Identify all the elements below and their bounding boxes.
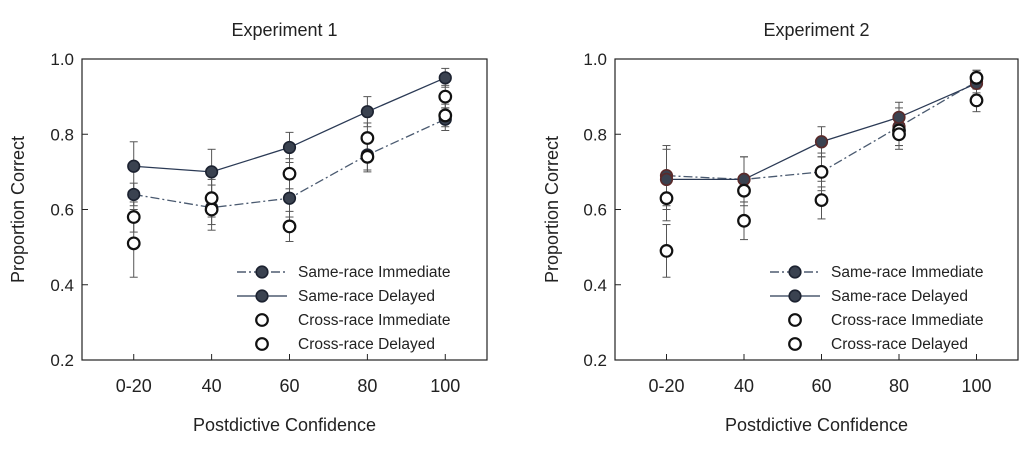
x-tick-label: 80	[357, 376, 377, 396]
data-point-cross-race-delayed	[737, 213, 751, 228]
chart-panel-1: Experiment 1 0.2 0.4 0.6 0.8 1.0 0-20 40 60 80 100…	[8, 20, 488, 435]
data-point-cross-race-immediate	[659, 191, 674, 206]
legend: Same-race Immediate Same-race Delayed Cros…	[237, 264, 450, 353]
legend-marker	[255, 313, 269, 327]
data-point-same-race-delayed	[892, 110, 906, 124]
x-tick-label: 100	[961, 376, 991, 396]
legend-marker	[788, 265, 802, 279]
legend-label: Cross-race Delayed	[831, 336, 968, 353]
legend-label: Cross-race Delayed	[298, 336, 435, 353]
data-point-cross-race-delayed	[126, 236, 141, 251]
y-tick-label: 1.0	[50, 50, 74, 69]
data-point-cross-race-delayed	[659, 243, 674, 258]
legend-label: Same-race Delayed	[831, 288, 968, 305]
y-tick-label: 0.6	[583, 201, 607, 220]
data-point-cross-race-immediate	[892, 127, 906, 142]
x-tick-label: 60	[811, 376, 831, 396]
x-tick-label: 0-20	[648, 376, 684, 396]
data-point-same-race-delayed	[360, 105, 374, 119]
data-point-cross-race-immediate	[360, 131, 375, 145]
data-point-cross-race-delayed	[282, 219, 297, 234]
y-tick-label: 0.2	[50, 351, 74, 370]
y-tick-label: 0.4	[583, 276, 607, 295]
data-point-cross-race-immediate	[126, 210, 141, 224]
legend-label: Cross-race Immediate	[298, 312, 450, 329]
chart-title: Experiment 1	[231, 20, 337, 40]
x-axis-label: Postdictive Confidence	[725, 415, 908, 435]
data-point-same-race-immediate	[127, 187, 141, 202]
data-point-cross-race-delayed	[360, 149, 375, 164]
data-point-cross-race-delayed	[814, 164, 829, 179]
y-tick-label: 0.8	[583, 125, 607, 144]
y-axis-label: Proportion Correct	[542, 136, 562, 283]
data-point-cross-race-immediate	[438, 89, 453, 104]
x-tick-label: 100	[430, 376, 460, 396]
data-point-same-race-delayed	[438, 71, 452, 85]
x-tick-label: 0-20	[116, 376, 152, 396]
y-tick-label: 0.8	[50, 125, 74, 144]
y-tick-label: 0.2	[583, 351, 607, 370]
data-point-cross-race-delayed	[438, 108, 453, 123]
data-point-same-race-delayed	[659, 172, 674, 186]
data-point-cross-race-immediate	[204, 191, 219, 206]
y-tick-label: 1.0	[583, 50, 607, 69]
legend: Same-race Immediate Same-race Delayed Cros…	[770, 264, 983, 353]
y-axis-label: Proportion Correct	[8, 136, 28, 283]
x-tick-label: 40	[202, 376, 222, 396]
data-point-cross-race-immediate	[737, 183, 751, 198]
data-point-same-race-delayed	[737, 172, 751, 186]
data-point-same-race-delayed	[282, 140, 297, 155]
y-tick-label: 0.4	[50, 276, 74, 295]
legend-label: Same-race Delayed	[298, 288, 435, 305]
data-point-cross-race-delayed	[969, 93, 984, 108]
chart-title: Experiment 2	[763, 20, 869, 40]
legend-label: Cross-race Immediate	[831, 312, 983, 329]
data-point-cross-race-immediate	[969, 70, 984, 85]
legend-marker	[788, 289, 802, 303]
data-point-cross-race-delayed	[204, 202, 219, 217]
legend-marker	[788, 337, 802, 351]
data-point-same-race-delayed	[127, 159, 141, 173]
x-tick-label: 60	[279, 376, 299, 396]
y-tick-label: 0.6	[50, 201, 74, 220]
data-point-cross-race-immediate	[814, 193, 829, 207]
x-tick-label: 40	[734, 376, 754, 396]
legend-marker	[255, 289, 269, 303]
chart-panel-2: Experiment 2 0.2 0.4 0.6 0.8 1.0 0-20 40 60 80 100…	[542, 20, 1019, 435]
legend-marker	[255, 337, 269, 351]
legend-marker	[788, 313, 802, 327]
legend-marker	[255, 265, 269, 279]
data-point-same-race-delayed	[814, 135, 829, 149]
legend-label: Same-race Immediate	[298, 264, 450, 281]
data-point-same-race-delayed	[205, 165, 219, 179]
x-axis-label: Postdictive Confidence	[193, 415, 376, 435]
legend-label: Same-race Immediate	[831, 264, 983, 281]
x-tick-label: 80	[889, 376, 909, 396]
data-point-cross-race-immediate	[282, 166, 297, 181]
data-point-same-race-immediate	[282, 191, 297, 205]
